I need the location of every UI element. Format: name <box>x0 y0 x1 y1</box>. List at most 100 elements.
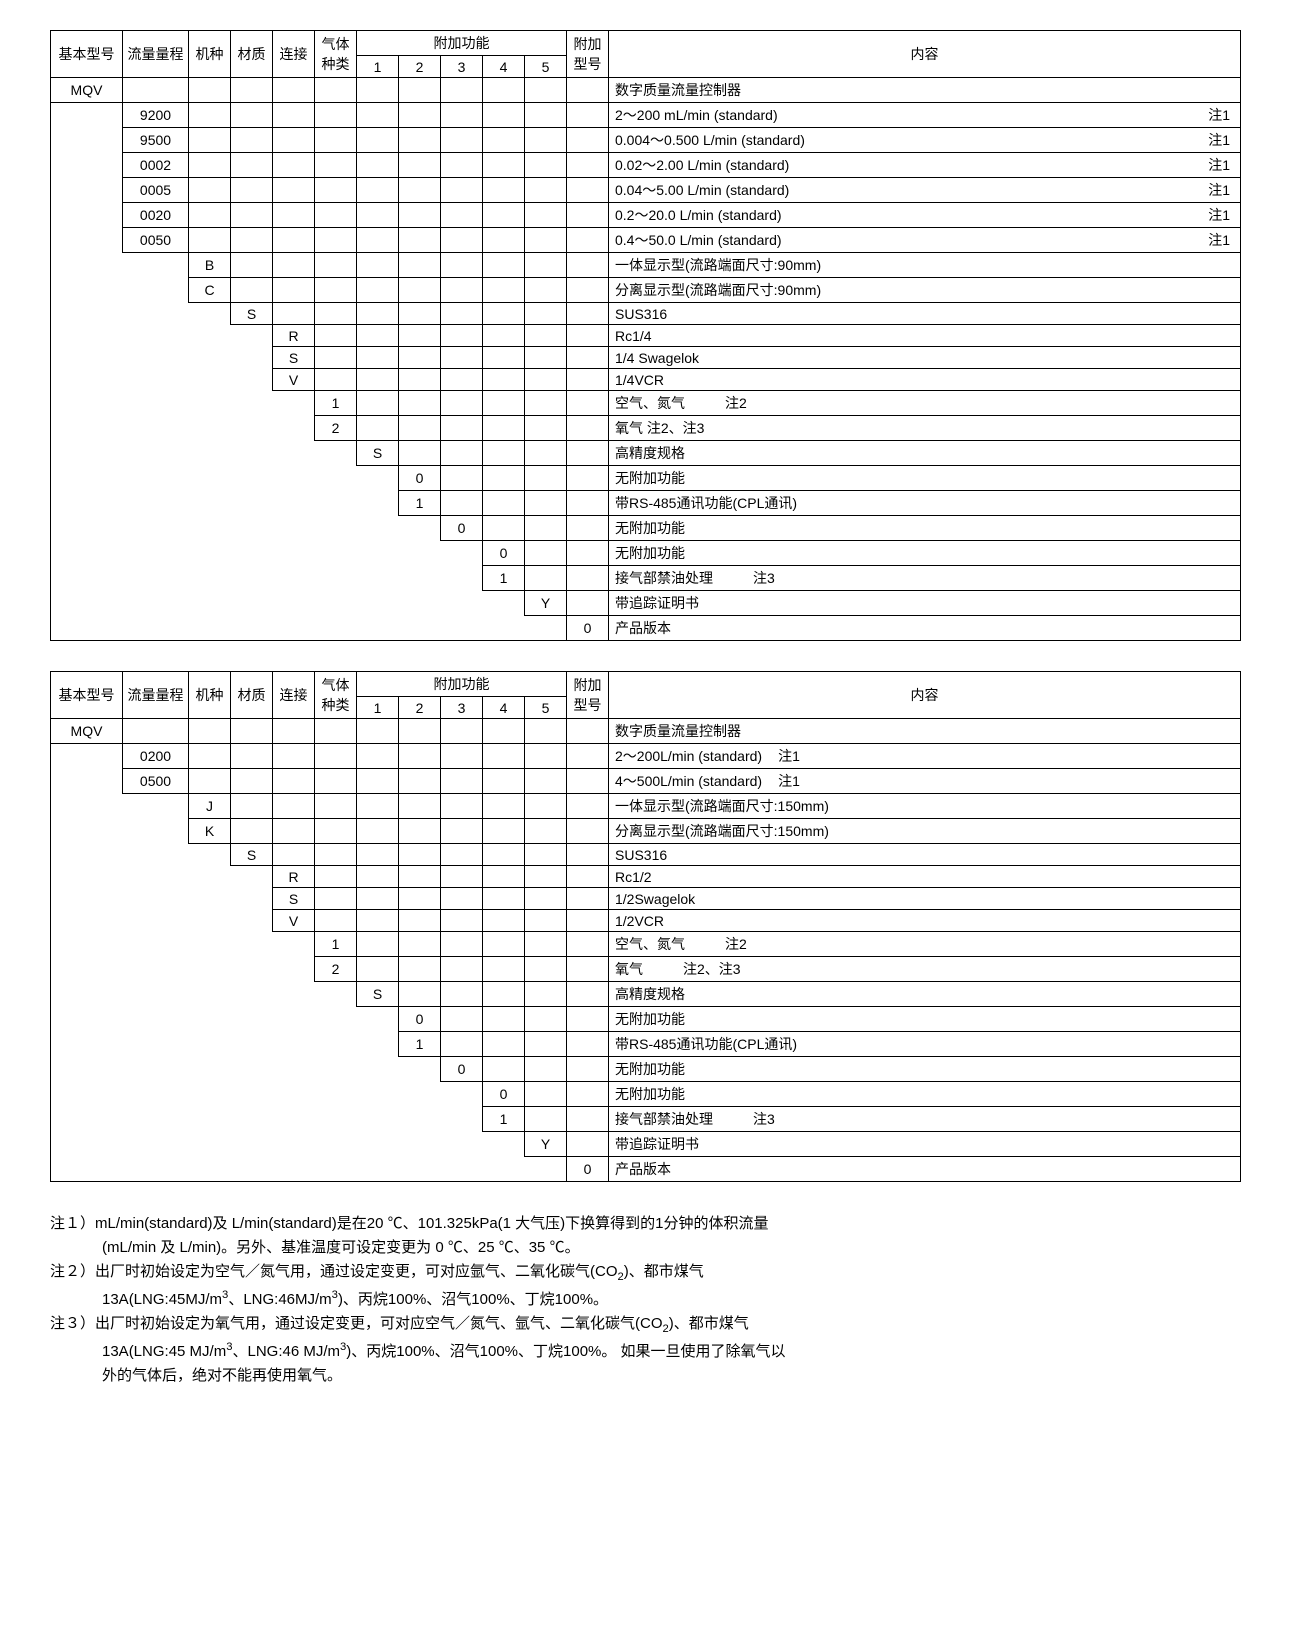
content-cell: 数字质量流量控制器 <box>609 78 1241 103</box>
f4-cell: 1 <box>483 566 525 591</box>
table-row: B 一体显示型(流路端面尺寸:90mm) <box>51 253 1241 278</box>
content-cell: 空气、氮气注2 <box>609 391 1241 416</box>
content-cell: 无附加功能 <box>609 1007 1241 1032</box>
base-model-cell: MQV <box>51 719 123 744</box>
f5-cell: Y <box>525 1132 567 1157</box>
addmodel-cell: 0 <box>567 616 609 641</box>
note-3-line-1: 注３）出厂时初始设定为氧气用，通过设定变更，可对应空气／氮气、氩气、二氧化碳气(… <box>50 1312 1240 1338</box>
f1-cell: S <box>357 982 399 1007</box>
col-connection: 连接 <box>273 31 315 78</box>
table-row: MQV 数字质量流量控制器 <box>51 719 1241 744</box>
table-row: Y 带追踪证明书 <box>51 591 1241 616</box>
content-cell: 氧气注2、注3 <box>609 957 1241 982</box>
f3-cell: 0 <box>441 1057 483 1082</box>
col-f5: 5 <box>525 56 567 78</box>
content-cell: 带追踪证明书 <box>609 591 1241 616</box>
table-row: 0 无附加功能 <box>51 466 1241 491</box>
table-1-header: 基本型号 流量量程 机种 材质 连接 气体种类 附加功能 附加型号 内容 1 2… <box>51 31 1241 78</box>
table-row: S SUS316 <box>51 844 1241 866</box>
col-f4: 4 <box>483 697 525 719</box>
content-cell: 1/2Swagelok <box>609 888 1241 910</box>
table-row: 1 接气部禁油处理注3 <box>51 1107 1241 1132</box>
col-f3: 3 <box>441 697 483 719</box>
col-gas: 气体种类 <box>315 672 357 719</box>
content-cell: 接气部禁油处理注3 <box>609 566 1241 591</box>
table-row: K 分离显示型(流路端面尺寸:150mm) <box>51 819 1241 844</box>
table-row: 0 无附加功能 <box>51 516 1241 541</box>
content-cell: 0.004～0.500 L/min (standard)注1 <box>609 128 1241 153</box>
col-material: 材质 <box>231 31 273 78</box>
col-f1: 1 <box>357 56 399 78</box>
gas-cell: 1 <box>315 932 357 957</box>
col-f3: 3 <box>441 56 483 78</box>
table-row: 1 接气部禁油处理注3 <box>51 566 1241 591</box>
content-cell: SUS316 <box>609 303 1241 325</box>
table-row: S 高精度规格 <box>51 982 1241 1007</box>
col-f4: 4 <box>483 56 525 78</box>
table-row: 0 产品版本 <box>51 616 1241 641</box>
note-2-line-1: 注２）出厂时初始设定为空气／氮气用，通过设定变更，可对应氩气、二氧化碳气(CO2… <box>50 1260 1240 1286</box>
table-row: Y 带追踪证明书 <box>51 1132 1241 1157</box>
range-cell: 0005 <box>123 178 189 203</box>
type-cell: C <box>189 278 231 303</box>
content-cell: 数字质量流量控制器 <box>609 719 1241 744</box>
spec-table-2: 基本型号 流量量程 机种 材质 连接 气体种类 附加功能 附加型号 内容 1 2… <box>50 671 1241 1182</box>
col-addfn: 附加功能 <box>357 31 567 56</box>
table-row: 1 带RS-485通讯功能(CPL通讯) <box>51 491 1241 516</box>
content-cell: 0.4～50.0 L/min (standard)注1 <box>609 228 1241 253</box>
content-cell: 带RS-485通讯功能(CPL通讯) <box>609 491 1241 516</box>
gas-cell: 2 <box>315 957 357 982</box>
table-row: 0 产品版本 <box>51 1157 1241 1182</box>
note-3-line-3: 外的气体后，绝对不能再使用氧气。 <box>50 1364 1240 1388</box>
conn-cell: S <box>273 888 315 910</box>
table-row: 1 空气、氮气注2 <box>51 391 1241 416</box>
content-cell: 空气、氮气注2 <box>609 932 1241 957</box>
content-cell: Rc1/4 <box>609 325 1241 347</box>
content-cell: 0.04～5.00 L/min (standard)注1 <box>609 178 1241 203</box>
material-cell: S <box>231 844 273 866</box>
content-cell: 带RS-485通讯功能(CPL通讯) <box>609 1032 1241 1057</box>
content-cell: 1/4VCR <box>609 369 1241 391</box>
table-row: C 分离显示型(流路端面尺寸:90mm) <box>51 278 1241 303</box>
content-cell: 4～500L/min (standard)注1 <box>609 769 1241 794</box>
content-cell: 高精度规格 <box>609 982 1241 1007</box>
note-3-line-2: 13A(LNG:45 MJ/m3、LNG:46 MJ/m3)、丙烷100%、沼气… <box>50 1338 1240 1364</box>
spec-table-1: 基本型号 流量量程 机种 材质 连接 气体种类 附加功能 附加型号 内容 1 2… <box>50 30 1241 641</box>
f1-cell: S <box>357 441 399 466</box>
content-cell: 0.2～20.0 L/min (standard)注1 <box>609 203 1241 228</box>
content-cell: 分离显示型(流路端面尺寸:90mm) <box>609 278 1241 303</box>
conn-cell: R <box>273 866 315 888</box>
table-row: 1 空气、氮气注2 <box>51 932 1241 957</box>
range-cell: 0200 <box>123 744 189 769</box>
table-row: 2 氧气注2、注3 <box>51 957 1241 982</box>
table-row: 2 氧气 注2、注3 <box>51 416 1241 441</box>
f4-cell: 0 <box>483 1082 525 1107</box>
col-addmodel: 附加型号 <box>567 31 609 78</box>
table-row: 1 带RS-485通讯功能(CPL通讯) <box>51 1032 1241 1057</box>
content-cell: 产品版本 <box>609 1157 1241 1182</box>
range-cell: 9500 <box>123 128 189 153</box>
type-cell: J <box>189 794 231 819</box>
table-row: 0 无附加功能 <box>51 1007 1241 1032</box>
content-cell: 0.02～2.00 L/min (standard)注1 <box>609 153 1241 178</box>
f5-cell: Y <box>525 591 567 616</box>
table-2-body: MQV 数字质量流量控制器 0200 2～200L/min (standard)… <box>51 719 1241 1182</box>
content-cell: 接气部禁油处理注3 <box>609 1107 1241 1132</box>
table-row: 0002 0.02～2.00 L/min (standard)注1 <box>51 153 1241 178</box>
content-cell: 2～200L/min (standard)注1 <box>609 744 1241 769</box>
content-cell: 无附加功能 <box>609 1057 1241 1082</box>
table-row: R Rc1/2 <box>51 866 1241 888</box>
col-material: 材质 <box>231 672 273 719</box>
gas-cell: 1 <box>315 391 357 416</box>
content-cell: 无附加功能 <box>609 1082 1241 1107</box>
table-row: 9200 2～200 mL/min (standard)注1 <box>51 103 1241 128</box>
content-cell: Rc1/2 <box>609 866 1241 888</box>
content-cell: 1/4 Swagelok <box>609 347 1241 369</box>
range-cell: 0002 <box>123 153 189 178</box>
type-cell: K <box>189 819 231 844</box>
content-cell: 无附加功能 <box>609 466 1241 491</box>
note-2-line-2: 13A(LNG:45MJ/m3、LNG:46MJ/m3)、丙烷100%、沼气10… <box>50 1286 1240 1312</box>
type-cell: B <box>189 253 231 278</box>
table-row: 0020 0.2～20.0 L/min (standard)注1 <box>51 203 1241 228</box>
f2-cell: 0 <box>399 1007 441 1032</box>
